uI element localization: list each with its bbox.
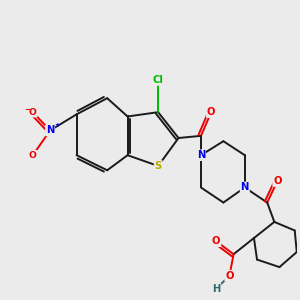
Text: N: N bbox=[46, 125, 54, 136]
Text: O: O bbox=[207, 107, 215, 117]
Text: −: − bbox=[24, 105, 30, 114]
Text: O: O bbox=[273, 176, 282, 186]
Text: Cl: Cl bbox=[153, 75, 164, 85]
Text: S: S bbox=[154, 161, 162, 171]
Text: H: H bbox=[212, 284, 220, 294]
Text: +: + bbox=[55, 122, 60, 128]
Text: N: N bbox=[197, 150, 205, 160]
Text: O: O bbox=[225, 271, 234, 281]
Text: O: O bbox=[29, 151, 37, 160]
Text: O: O bbox=[212, 236, 220, 246]
Text: N: N bbox=[241, 182, 249, 193]
Text: O: O bbox=[29, 108, 37, 117]
